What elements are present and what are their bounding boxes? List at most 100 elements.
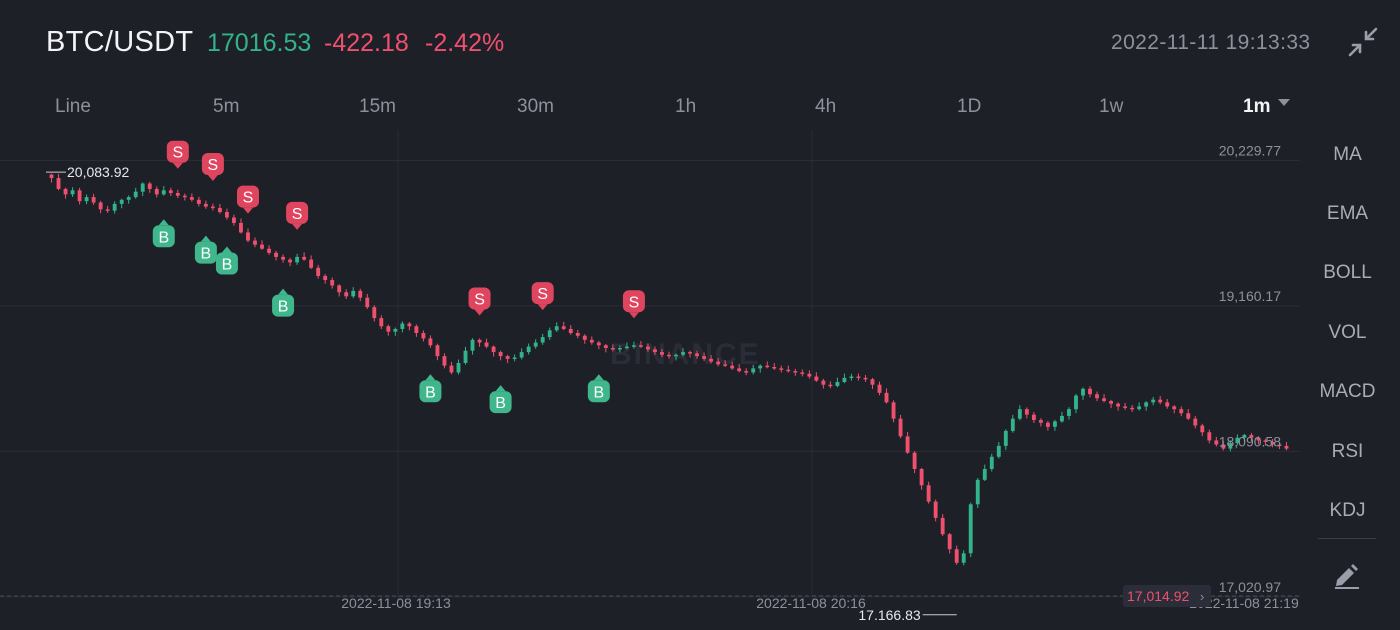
marker-pointer (158, 219, 169, 226)
tab-15m[interactable]: 15m (359, 96, 396, 117)
tab-4h[interactable]: 4h (815, 96, 837, 117)
marker-pointer (474, 309, 485, 316)
price-axis-label: 19,160.17 (1219, 288, 1281, 304)
candle (947, 534, 952, 550)
candle (232, 217, 236, 223)
buy-marker: B (587, 374, 610, 403)
pencil-icon[interactable] (1332, 560, 1362, 590)
last-price: 17016.53 (207, 29, 312, 57)
max-price-label: 20,083.92 (67, 164, 129, 180)
candle (1038, 420, 1043, 423)
candle (351, 290, 356, 297)
candle (639, 345, 643, 347)
candle (1214, 440, 1219, 445)
candle (842, 377, 847, 382)
candle (533, 342, 538, 347)
candle (646, 346, 650, 350)
indicator-vol[interactable]: VOL (1328, 322, 1367, 343)
marker-pointer (278, 288, 289, 295)
candle (1151, 399, 1156, 403)
pair-title: BTC/USDT (46, 26, 194, 58)
candle (1158, 399, 1163, 403)
candles (49, 173, 1289, 566)
marker-badge (587, 380, 610, 403)
marker-badge (201, 152, 224, 175)
current-price-tag: 17,014.92 › (1123, 585, 1211, 607)
time-axis-label: 2022-11-08 20:16 (756, 595, 866, 611)
marker-label: B (158, 229, 169, 246)
indicator-rsi[interactable]: RSI (1331, 441, 1364, 462)
marker-pointer (425, 374, 436, 381)
tab-line[interactable]: Line (55, 96, 91, 117)
chart-grid (0, 130, 1300, 600)
candle (400, 323, 405, 329)
candle (1095, 394, 1099, 399)
indicator-kdj[interactable]: KDJ (1329, 500, 1366, 521)
indicator-ema[interactable]: EMA (1326, 203, 1369, 224)
sell-marker: S (201, 152, 224, 181)
candle (800, 372, 805, 374)
indicator-macd[interactable]: MACD (1319, 381, 1376, 402)
tab-30m[interactable]: 30m (517, 96, 554, 117)
marker-label: S (629, 294, 640, 311)
candle (667, 354, 671, 357)
candle (302, 256, 307, 260)
candle (281, 256, 285, 260)
buy-marker: B (489, 385, 512, 414)
candle (246, 232, 250, 241)
candle (133, 191, 138, 198)
candle (1053, 421, 1057, 427)
candle (737, 368, 742, 372)
candle (274, 252, 278, 257)
candle (1074, 395, 1078, 410)
marker-label: B (278, 299, 289, 316)
candle (56, 178, 61, 189)
indicator-boll[interactable]: BOLL (1323, 262, 1372, 283)
candle (660, 352, 664, 355)
price-change: -422.18 (324, 29, 409, 57)
marker-pointer (537, 304, 548, 311)
candle (168, 190, 173, 194)
candle (140, 183, 145, 192)
candle (309, 259, 314, 268)
candle (239, 222, 243, 233)
candle (610, 347, 615, 350)
indicator-ma[interactable]: MA (1333, 144, 1362, 165)
candle (849, 376, 854, 379)
candle (1263, 440, 1268, 442)
candle (1270, 441, 1275, 445)
marker-badge (286, 201, 309, 224)
tab-1h[interactable]: 1h (675, 96, 697, 117)
buy-marker: B (215, 246, 238, 275)
time-axis-label: 2022-11-08 21:19 (1189, 595, 1299, 611)
tab-1m[interactable]: 1m (1243, 96, 1271, 117)
tab-5m[interactable]: 5m (213, 96, 240, 117)
candle (1010, 418, 1015, 431)
candle (414, 326, 419, 334)
candle (982, 468, 987, 480)
candle (126, 197, 131, 200)
tab-1d[interactable]: 1D (957, 96, 982, 117)
collapse-arrows-icon[interactable] (1348, 27, 1378, 57)
candle (568, 328, 573, 334)
candle (968, 504, 973, 554)
candle (365, 297, 370, 308)
marker-badge (489, 391, 512, 414)
candle (512, 357, 517, 360)
candle (898, 418, 903, 437)
candle (996, 445, 1001, 457)
marker-pointer (172, 162, 183, 169)
candle (856, 376, 861, 379)
marker-badge (166, 140, 189, 163)
buy-marker: B (419, 374, 442, 403)
candle (561, 326, 566, 329)
tab-1w[interactable]: 1w (1099, 96, 1124, 117)
candle (519, 352, 524, 358)
candle (477, 339, 482, 343)
chevron-down-icon[interactable] (1278, 99, 1290, 106)
candle (1193, 418, 1198, 426)
candle (456, 362, 461, 373)
marker-badge (622, 290, 645, 313)
